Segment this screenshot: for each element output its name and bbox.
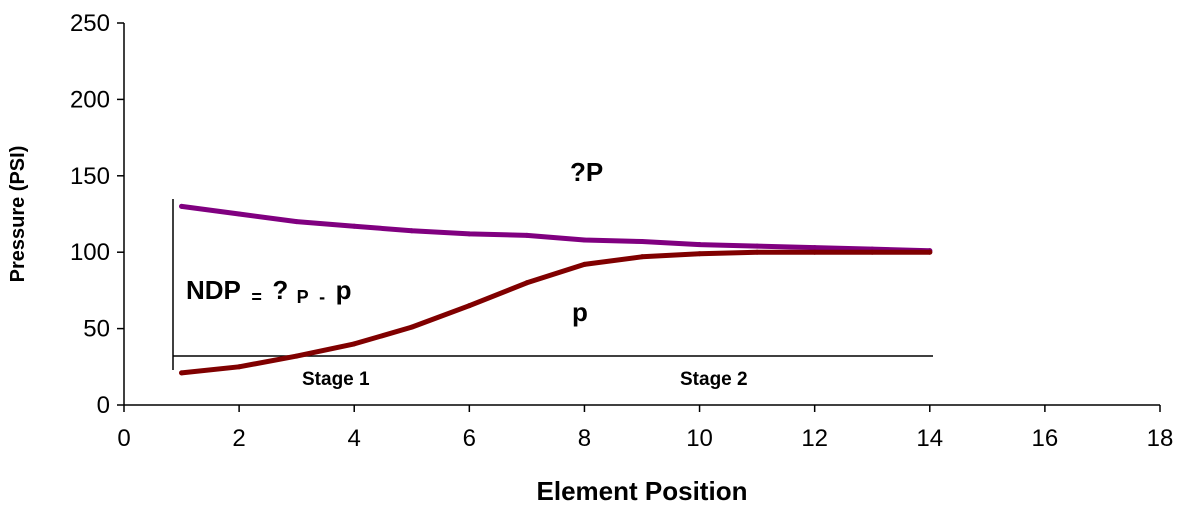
data-point-delta_p xyxy=(409,228,415,234)
data-point-delta_p xyxy=(294,219,300,225)
ndp-p-big: P xyxy=(297,287,309,307)
series-line-delta_p xyxy=(179,203,933,254)
data-point-delta_p xyxy=(697,242,703,248)
y-tick-label: 250 xyxy=(70,10,110,37)
x-tick-label: 18 xyxy=(1147,425,1174,452)
data-point-delta_p xyxy=(754,243,760,249)
y-axis-ticks: 0 50 100 150 200 250 xyxy=(70,10,124,419)
x-axis-title: Element Position xyxy=(537,476,748,506)
data-point-p xyxy=(466,303,472,309)
data-point-p xyxy=(524,280,530,286)
x-tick-label: 12 xyxy=(801,425,828,452)
ndp-minus: - xyxy=(319,287,325,307)
series-layer xyxy=(179,203,933,376)
ndp-equals: = xyxy=(251,287,262,307)
data-point-p xyxy=(812,249,818,255)
x-tick-label: 0 xyxy=(117,425,130,452)
p-label: p xyxy=(572,297,588,327)
stage-1-label: Stage 1 xyxy=(302,369,370,390)
data-point-p xyxy=(294,353,300,359)
y-tick-label: 100 xyxy=(70,239,110,266)
data-point-p xyxy=(409,324,415,330)
stage-2-label: Stage 2 xyxy=(680,369,748,390)
series-line-p xyxy=(179,249,933,376)
x-tick-label: 6 xyxy=(463,425,476,452)
data-point-delta_p xyxy=(639,239,645,245)
data-point-delta_p xyxy=(812,245,818,251)
data-point-delta_p xyxy=(236,211,242,217)
y-axis-title: Pressure (PSI) xyxy=(7,146,29,283)
data-point-p xyxy=(639,254,645,260)
ndp-question: ? xyxy=(272,275,288,305)
data-point-p xyxy=(236,364,242,370)
data-point-p xyxy=(869,249,875,255)
data-point-p xyxy=(351,341,357,347)
x-tick-label: 8 xyxy=(578,425,591,452)
ndp-main: NDP xyxy=(186,275,241,305)
data-point-p xyxy=(697,251,703,257)
data-point-p xyxy=(581,261,587,267)
data-point-delta_p xyxy=(179,203,185,209)
data-point-delta_p xyxy=(466,231,472,237)
data-point-p xyxy=(754,249,760,255)
x-tick-label: 14 xyxy=(916,425,943,452)
data-point-delta_p xyxy=(524,232,530,238)
ndp-p-small: p xyxy=(336,275,352,305)
y-tick-label: 200 xyxy=(70,86,110,113)
x-tick-label: 16 xyxy=(1032,425,1059,452)
data-point-delta_p xyxy=(581,237,587,243)
y-tick-label: 0 xyxy=(97,392,110,419)
ndp-formula: NDP = ? P - p xyxy=(186,275,351,307)
x-tick-label: 4 xyxy=(348,425,361,452)
data-point-p xyxy=(927,249,933,255)
delta-p-label: ?P xyxy=(570,157,603,187)
y-tick-label: 150 xyxy=(70,163,110,190)
x-tick-label: 10 xyxy=(686,425,713,452)
data-point-p xyxy=(179,370,185,376)
x-axis-ticks: 0 2 4 6 8 10 12 14 16 18 xyxy=(117,405,1173,452)
y-tick-label: 50 xyxy=(83,316,110,343)
data-point-delta_p xyxy=(351,223,357,229)
x-tick-label: 2 xyxy=(232,425,245,452)
